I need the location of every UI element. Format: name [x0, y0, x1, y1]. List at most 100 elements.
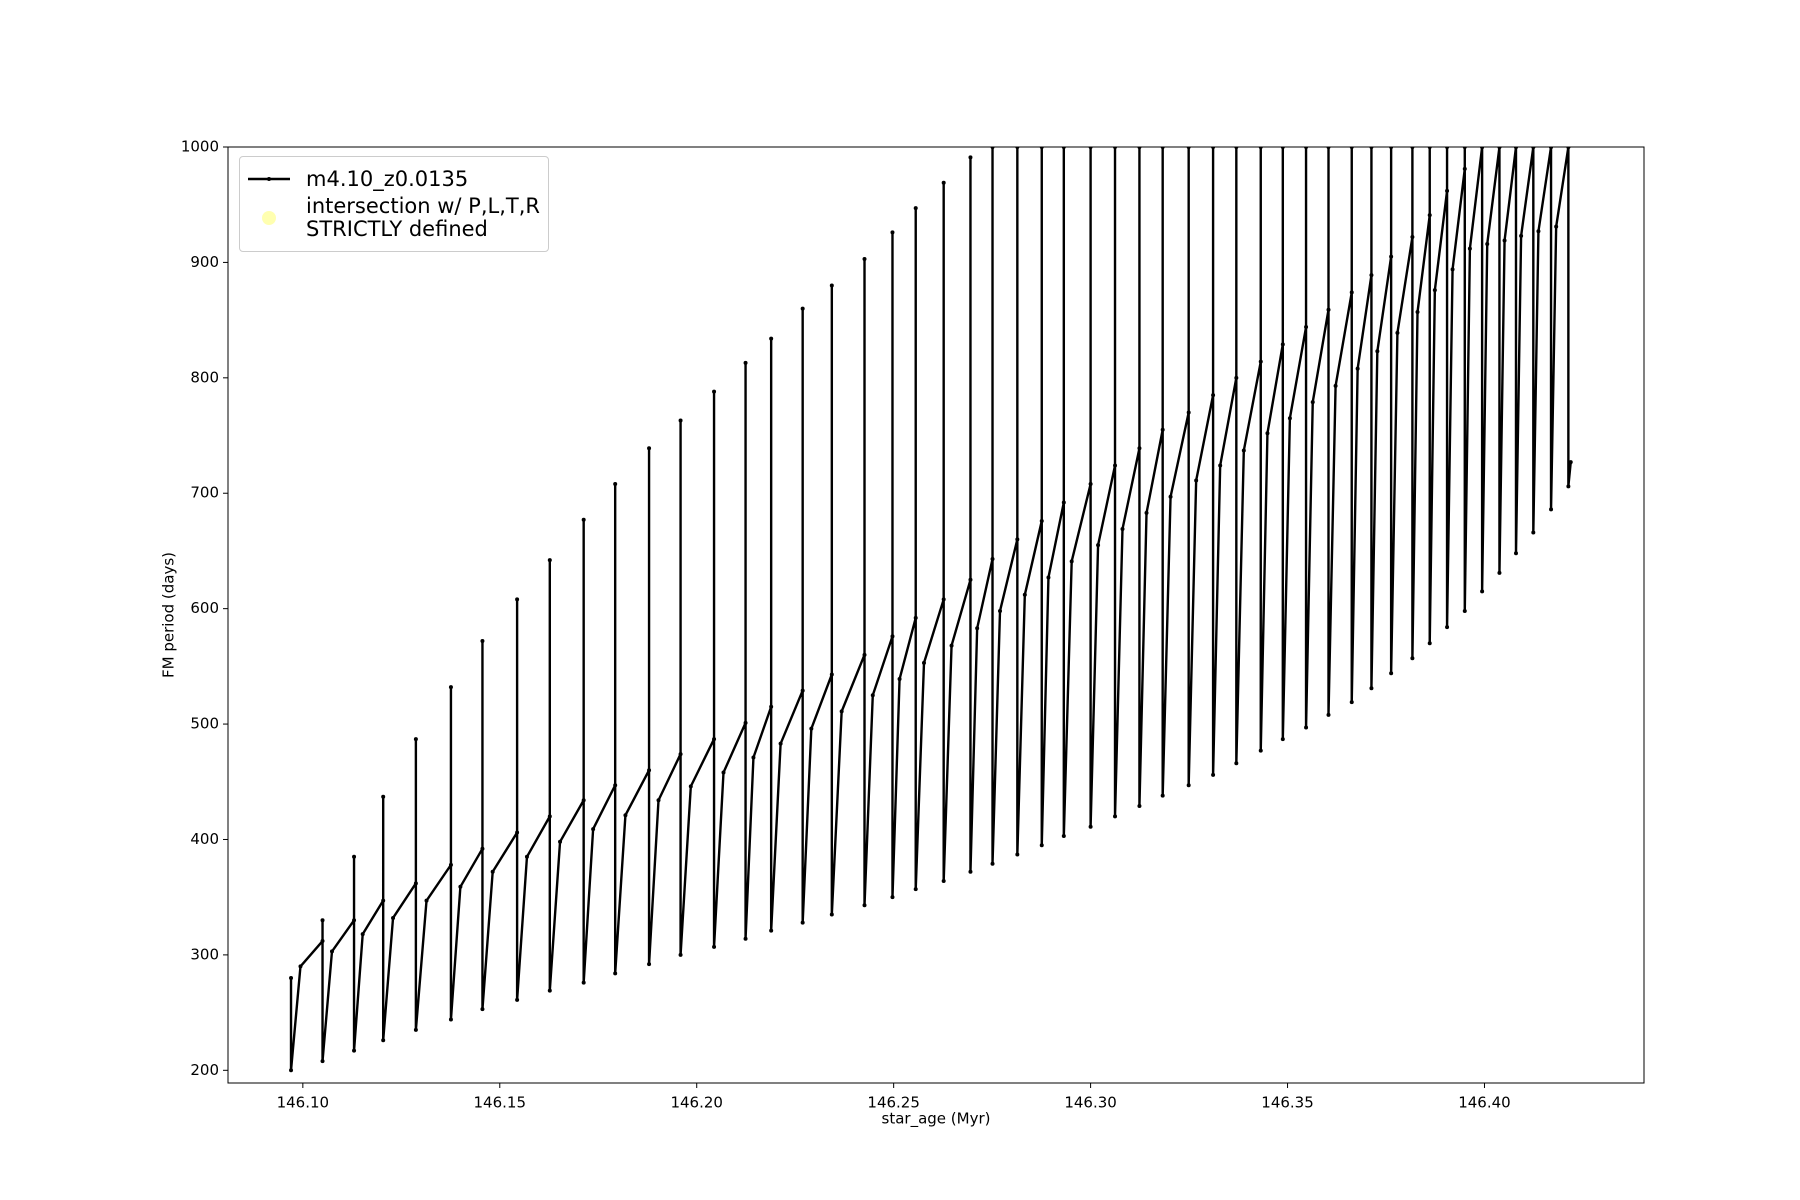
- point-marker: [1415, 310, 1420, 315]
- point-marker: [1039, 843, 1044, 848]
- point-marker: [800, 306, 805, 311]
- point-marker: [990, 861, 995, 866]
- plot-area: [228, 147, 1644, 1083]
- point-marker: [1427, 641, 1432, 646]
- point-marker: [320, 1059, 325, 1064]
- point-marker: [480, 1007, 485, 1012]
- point-marker: [913, 887, 918, 892]
- point-marker: [862, 256, 867, 261]
- point-marker: [678, 952, 683, 957]
- point-marker: [743, 720, 748, 725]
- point-marker: [1304, 325, 1309, 330]
- point-marker: [1046, 575, 1051, 580]
- point-marker: [515, 597, 520, 602]
- point-marker: [1088, 482, 1093, 487]
- point-marker: [1234, 375, 1239, 380]
- point-marker: [1410, 235, 1415, 240]
- y-tick-label: 400: [190, 830, 219, 848]
- point-marker: [1531, 530, 1536, 535]
- point-marker: [712, 389, 717, 394]
- y-tick-label: 200: [190, 1061, 219, 1079]
- point-marker: [1375, 349, 1380, 354]
- point-marker: [968, 577, 973, 582]
- point-marker: [829, 672, 834, 677]
- point-marker: [352, 854, 357, 859]
- point-marker: [656, 798, 661, 803]
- point-marker: [1310, 400, 1315, 405]
- x-tick-label: 146.10: [277, 1094, 330, 1112]
- point-marker: [769, 704, 774, 709]
- point-marker: [480, 846, 485, 851]
- point-marker: [809, 726, 814, 731]
- point-marker: [862, 652, 867, 657]
- point-marker: [1113, 463, 1118, 468]
- point-marker: [1287, 416, 1292, 421]
- point-marker: [413, 1027, 418, 1032]
- point-marker: [320, 939, 325, 944]
- plot: [289, 147, 1573, 1073]
- point-marker: [839, 709, 844, 714]
- point-marker: [1326, 307, 1331, 312]
- x-tick-label: 146.35: [1261, 1094, 1314, 1112]
- point-marker: [360, 932, 365, 937]
- point-marker: [1513, 551, 1518, 556]
- point-marker: [558, 839, 563, 844]
- y-tick-label: 700: [190, 484, 219, 502]
- point-marker: [448, 862, 453, 867]
- point-marker: [1349, 700, 1354, 705]
- point-marker: [1450, 267, 1455, 272]
- point-marker: [1333, 383, 1338, 388]
- point-marker: [547, 988, 552, 993]
- legend-key: [262, 211, 276, 225]
- point-marker: [1497, 570, 1502, 575]
- point-marker: [1241, 448, 1246, 453]
- x-tick-label: 146.15: [474, 1094, 527, 1112]
- point-marker: [1462, 166, 1467, 171]
- point-marker: [1160, 427, 1165, 432]
- point-marker: [1326, 712, 1331, 717]
- x-axis-label: star_age (Myr): [882, 1110, 991, 1129]
- legend: m4.10_z0.0135 intersection w/ P,L,T,R STR…: [239, 156, 549, 252]
- y-tick-label: 500: [190, 715, 219, 733]
- legend-label: m4.10_z0.0135: [306, 166, 469, 191]
- legend-marker: [267, 177, 271, 181]
- y-tick-label: 300: [190, 945, 219, 963]
- point-marker: [1015, 852, 1020, 857]
- point-marker: [1549, 507, 1554, 512]
- point-marker: [352, 918, 357, 923]
- point-marker: [413, 881, 418, 886]
- point-marker: [913, 615, 918, 620]
- point-marker: [1039, 518, 1044, 523]
- point-marker: [968, 869, 973, 874]
- x-tick-label: 146.30: [1064, 1094, 1117, 1112]
- x-tick-label: 146.20: [670, 1094, 723, 1112]
- point-marker: [998, 608, 1003, 613]
- point-marker: [829, 912, 834, 917]
- point-marker: [1265, 431, 1270, 436]
- point-marker: [949, 643, 954, 648]
- point-marker: [1480, 589, 1485, 594]
- point-marker: [1022, 592, 1027, 597]
- point-marker: [1566, 484, 1571, 489]
- point-marker: [1258, 748, 1263, 753]
- point-marker: [829, 283, 834, 288]
- point-marker: [1349, 290, 1354, 295]
- point-marker: [381, 898, 386, 903]
- y-tick-label: 600: [190, 599, 219, 617]
- point-marker: [1502, 238, 1507, 243]
- point-marker: [647, 962, 652, 967]
- point-marker: [897, 677, 902, 682]
- point-marker: [289, 1068, 294, 1073]
- y-axis-label: FM period (days): [160, 552, 178, 678]
- point-marker: [1432, 288, 1437, 293]
- point-marker: [1258, 359, 1263, 364]
- point-marker: [800, 688, 805, 693]
- point-marker: [1120, 527, 1125, 532]
- point-marker: [352, 1048, 357, 1053]
- legend-marker: [262, 211, 276, 225]
- point-marker: [1389, 254, 1394, 259]
- point-marker: [1218, 463, 1223, 468]
- point-marker: [1186, 783, 1191, 788]
- point-marker: [1144, 510, 1149, 515]
